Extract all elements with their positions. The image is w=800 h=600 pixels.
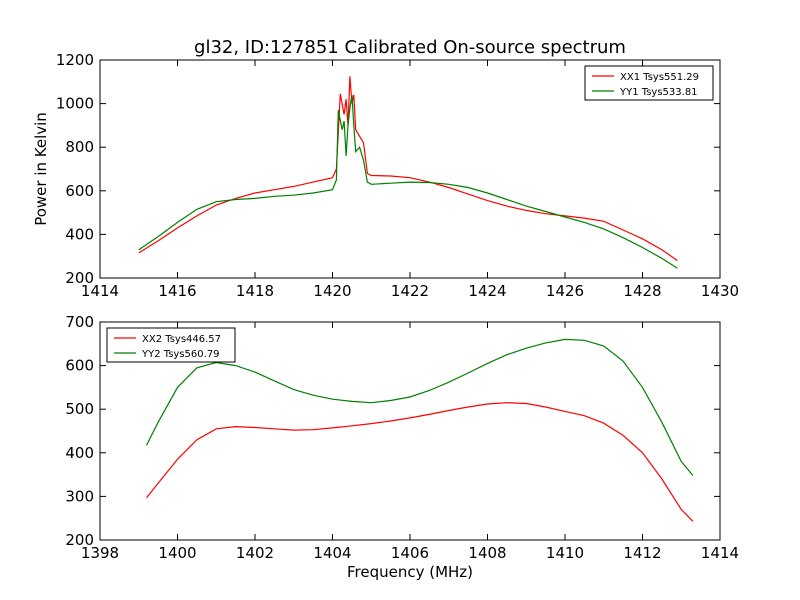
legend-label: XX1 Tsys551.29 [620, 72, 699, 83]
legend-box [106, 327, 236, 363]
y-tick-label: 1200 [56, 51, 94, 69]
x-tick-label: 1410 [546, 544, 584, 562]
x-tick-label: 1420 [313, 282, 351, 300]
chart-title: gl32, ID:127851 Calibrated On-source spe… [194, 37, 626, 58]
y-tick-label: 200 [65, 531, 94, 549]
x-tick-label: 1406 [391, 544, 429, 562]
x-tick-label: 1418 [236, 282, 274, 300]
y-tick-label: 500 [65, 400, 94, 418]
legend-box [584, 65, 714, 101]
y-tick-label: 600 [65, 357, 94, 375]
series-line-1 [146, 402, 694, 522]
x-tick-label: 1424 [468, 282, 506, 300]
x-tick-label: 1426 [546, 282, 584, 300]
y-tick-label: 800 [65, 138, 94, 156]
y-tick-label: 200 [65, 269, 94, 287]
bottom-spectrum-panel: 1398 1400 1402 1404 1406 1408 1410 1412 1414 200 3… [65, 313, 739, 562]
series-line-2 [145, 338, 694, 476]
legend: XX1 Tsys551.29 YY1 Tsys533.81 [584, 65, 714, 101]
x-tick-label: 1398 [81, 544, 119, 562]
x-tick-label: 1428 [623, 282, 661, 300]
y-axis-label: Power in Kelvin [32, 112, 50, 226]
x-tick-label: 1404 [313, 544, 351, 562]
y-tick-label: 400 [65, 444, 94, 462]
x-tick-label: 1412 [623, 544, 661, 562]
legend-label: YY2 Tsys560.79 [141, 349, 220, 360]
y-tick-label: 1000 [56, 95, 94, 113]
x-tick-label: 1430 [701, 282, 739, 300]
y-tick-label: 700 [65, 313, 94, 331]
x-tick-label: 1414 [81, 282, 119, 300]
series-line-2 [138, 94, 678, 269]
x-axis-label: Frequency (MHz) [347, 563, 473, 581]
x-tick-label: 1414 [701, 544, 739, 562]
x-tick-label: 1416 [158, 282, 196, 300]
y-tick-label: 600 [65, 182, 94, 200]
legend: XX2 Tsys446.57 YY2 Tsys560.79 [106, 327, 236, 363]
legend-label: YY1 Tsys533.81 [619, 87, 698, 98]
x-tick-label: 1422 [391, 282, 429, 300]
top-spectrum-panel: 1414 1416 1418 1420 1422 1424 1426 1428 1430 200 4… [56, 51, 739, 300]
x-tick-label: 1400 [158, 544, 196, 562]
y-tick-label: 300 [65, 487, 94, 505]
legend-label: XX2 Tsys446.57 [142, 334, 221, 345]
x-tick-label: 1408 [468, 544, 506, 562]
x-tick-label: 1402 [236, 544, 274, 562]
y-tick-label: 400 [65, 225, 94, 243]
